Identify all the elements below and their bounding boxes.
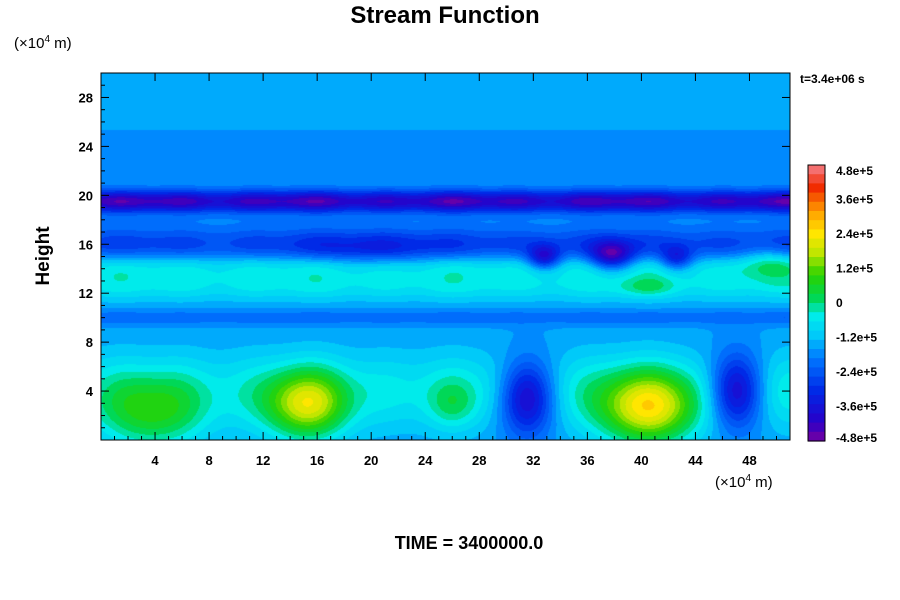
colorbar-swatch [808, 211, 825, 221]
colorbar-swatch [808, 174, 825, 184]
x-axis: 4 8 12 16 20 24 28 32 36 40 44 48 [114, 73, 777, 468]
colorbar: 4.8e+5 3.6e+5 2.4e+5 1.2e+5 0 -1.2e+5 -2.4e+5 -… [807, 164, 877, 445]
y-tick-label: 16 [79, 237, 93, 252]
x-tick-label: 4 [151, 453, 159, 468]
x-tick-label: 28 [472, 453, 486, 468]
y-tick-label: 8 [86, 335, 93, 350]
y-unit-label: (×104 m) [14, 34, 72, 52]
colorbar-swatch [808, 220, 825, 230]
colorbar-swatch [808, 413, 825, 424]
y-tick-label: 24 [79, 139, 94, 154]
colorbar-swatch [808, 247, 825, 258]
x-tick-label: 20 [364, 453, 378, 468]
colorbar-swatch [808, 339, 825, 350]
y-tick-label: 12 [79, 286, 93, 301]
x-tick-label: 44 [688, 453, 703, 468]
colorbar-swatch [808, 201, 825, 212]
y-axis: 4 8 12 16 20 24 28 [79, 84, 790, 429]
colorbar-swatch [808, 385, 825, 396]
colorbar-swatch [808, 349, 825, 359]
colorbar-swatch [808, 312, 825, 322]
x-unit-exponent: 4 [745, 473, 751, 484]
x-tick-label: 8 [205, 453, 212, 468]
chart-title: Stream Function [350, 2, 539, 29]
x-unit-label: (×104 m) [715, 473, 773, 491]
colorbar-tick-label: 3.6e+5 [836, 193, 873, 207]
colorbar-swatch [808, 165, 825, 175]
colorbar-swatch [808, 422, 825, 433]
x-tick-label: 32 [526, 453, 540, 468]
colorbar-swatch [808, 358, 825, 368]
y-tick-label: 20 [79, 188, 93, 203]
colorbar-swatch [808, 404, 825, 414]
colorbar-tick-label: -4.8e+5 [836, 431, 877, 445]
colorbar-swatch [808, 257, 825, 267]
x-tick-label: 24 [418, 453, 433, 468]
colorbar-swatch [808, 293, 825, 304]
colorbar-swatch [808, 376, 825, 387]
colorbar-swatch [808, 275, 825, 286]
x-tick-label: 36 [580, 453, 594, 468]
colorbar-swatch [808, 284, 825, 295]
x-tick-label: 12 [256, 453, 270, 468]
y-unit-exponent: 4 [44, 34, 50, 45]
contour-field [101, 73, 790, 440]
colorbar-swatch [808, 330, 825, 341]
colorbar-tick-label: -3.6e+5 [836, 400, 877, 414]
footer-time: TIME = 3400000.0 [395, 533, 544, 553]
colorbar-swatch [808, 367, 825, 378]
colorbar-tick-label: -2.4e+5 [836, 365, 877, 379]
plot-area [101, 73, 790, 440]
colorbar-swatch [808, 183, 825, 194]
time-label: t=3.4e+06 s [800, 72, 865, 86]
y-axis-title: Height [33, 226, 54, 286]
x-tick-label: 48 [742, 453, 756, 468]
colorbar-swatch [808, 229, 825, 240]
colorbar-swatch [808, 395, 825, 405]
y-unit-close: m) [50, 35, 72, 52]
colorbar-swatch [808, 192, 825, 203]
x-unit-open: (×10 [715, 474, 745, 491]
colorbar-tick-label: 0 [836, 296, 843, 310]
colorbar-swatch [808, 303, 825, 313]
colorbar-swatch [808, 266, 825, 276]
colorbar-swatch [808, 238, 825, 249]
colorbar-tick-label: 2.4e+5 [836, 227, 873, 241]
colorbar-tick-label: 4.8e+5 [836, 164, 873, 178]
y-tick-label: 28 [79, 90, 93, 105]
colorbar-tick-label: -1.2e+5 [836, 331, 877, 345]
colorbar-swatch [808, 431, 825, 442]
x-tick-label: 40 [634, 453, 648, 468]
y-tick-label: 4 [86, 384, 94, 399]
y-unit-open: (×10 [14, 35, 44, 52]
colorbar-swatch [808, 321, 825, 332]
colorbar-tick-label: 1.2e+5 [836, 262, 873, 276]
x-tick-label: 16 [310, 453, 324, 468]
x-unit-close: m) [751, 474, 773, 491]
colorbar-frame [807, 164, 826, 442]
